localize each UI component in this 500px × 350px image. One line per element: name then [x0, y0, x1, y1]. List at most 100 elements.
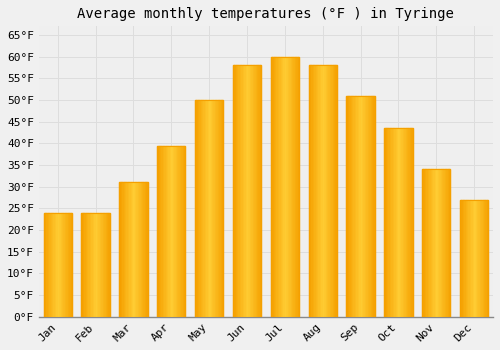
Bar	[284, 57, 285, 317]
Bar	[313, 65, 314, 317]
Bar	[360, 96, 362, 317]
Bar	[274, 57, 275, 317]
Bar	[45, 213, 46, 317]
Bar	[294, 57, 295, 317]
Bar	[97, 213, 98, 317]
Bar	[424, 169, 425, 317]
Bar	[214, 100, 215, 317]
Bar	[470, 200, 472, 317]
Bar	[242, 65, 244, 317]
Bar	[478, 200, 480, 317]
Bar	[290, 57, 292, 317]
Bar	[316, 65, 317, 317]
Bar	[252, 65, 254, 317]
Bar	[172, 146, 174, 317]
Bar	[178, 146, 180, 317]
Bar	[308, 65, 337, 317]
Bar	[184, 146, 186, 317]
Bar	[280, 57, 282, 317]
Bar	[66, 213, 68, 317]
Bar	[308, 65, 310, 317]
Bar	[132, 182, 134, 317]
Bar	[388, 128, 390, 317]
Bar	[168, 146, 170, 317]
Bar	[129, 182, 130, 317]
Bar	[327, 65, 328, 317]
Bar	[60, 213, 62, 317]
Bar	[52, 213, 54, 317]
Bar	[44, 213, 72, 317]
Bar	[139, 182, 140, 317]
Bar	[202, 100, 203, 317]
Bar	[244, 65, 246, 317]
Bar	[324, 65, 326, 317]
Bar	[157, 146, 158, 317]
Bar	[135, 182, 136, 317]
Bar	[350, 96, 352, 317]
Bar	[429, 169, 430, 317]
Bar	[438, 169, 439, 317]
Bar	[349, 96, 350, 317]
Bar	[449, 169, 450, 317]
Bar	[215, 100, 216, 317]
Bar	[422, 169, 450, 317]
Bar	[126, 182, 128, 317]
Bar	[292, 57, 294, 317]
Bar	[448, 169, 449, 317]
Bar	[218, 100, 219, 317]
Bar	[468, 200, 470, 317]
Bar	[372, 96, 374, 317]
Bar	[146, 182, 148, 317]
Bar	[44, 213, 45, 317]
Bar	[86, 213, 87, 317]
Bar	[107, 213, 108, 317]
Bar	[369, 96, 370, 317]
Bar	[50, 213, 52, 317]
Bar	[237, 65, 238, 317]
Bar	[397, 128, 398, 317]
Bar	[387, 128, 388, 317]
Bar	[446, 169, 448, 317]
Bar	[124, 182, 125, 317]
Bar	[46, 213, 48, 317]
Bar	[298, 57, 299, 317]
Bar	[136, 182, 138, 317]
Bar	[320, 65, 322, 317]
Bar	[144, 182, 145, 317]
Bar	[425, 169, 426, 317]
Bar	[296, 57, 298, 317]
Bar	[435, 169, 436, 317]
Bar	[286, 57, 288, 317]
Bar	[170, 146, 172, 317]
Bar	[260, 65, 261, 317]
Bar	[233, 65, 261, 317]
Bar	[354, 96, 355, 317]
Bar	[122, 182, 124, 317]
Bar	[370, 96, 372, 317]
Bar	[464, 200, 466, 317]
Bar	[368, 96, 369, 317]
Bar	[142, 182, 144, 317]
Bar	[442, 169, 444, 317]
Bar	[240, 65, 242, 317]
Bar	[275, 57, 276, 317]
Bar	[94, 213, 96, 317]
Bar	[289, 57, 290, 317]
Bar	[402, 128, 404, 317]
Bar	[404, 128, 406, 317]
Bar	[422, 169, 424, 317]
Bar	[59, 213, 60, 317]
Bar	[120, 182, 122, 317]
Bar	[83, 213, 84, 317]
Bar	[432, 169, 434, 317]
Bar	[434, 169, 435, 317]
Bar	[206, 100, 208, 317]
Bar	[295, 57, 296, 317]
Bar	[358, 96, 359, 317]
Bar	[285, 57, 286, 317]
Bar	[411, 128, 412, 317]
Bar	[278, 57, 279, 317]
Bar	[365, 96, 366, 317]
Bar	[163, 146, 164, 317]
Bar	[92, 213, 94, 317]
